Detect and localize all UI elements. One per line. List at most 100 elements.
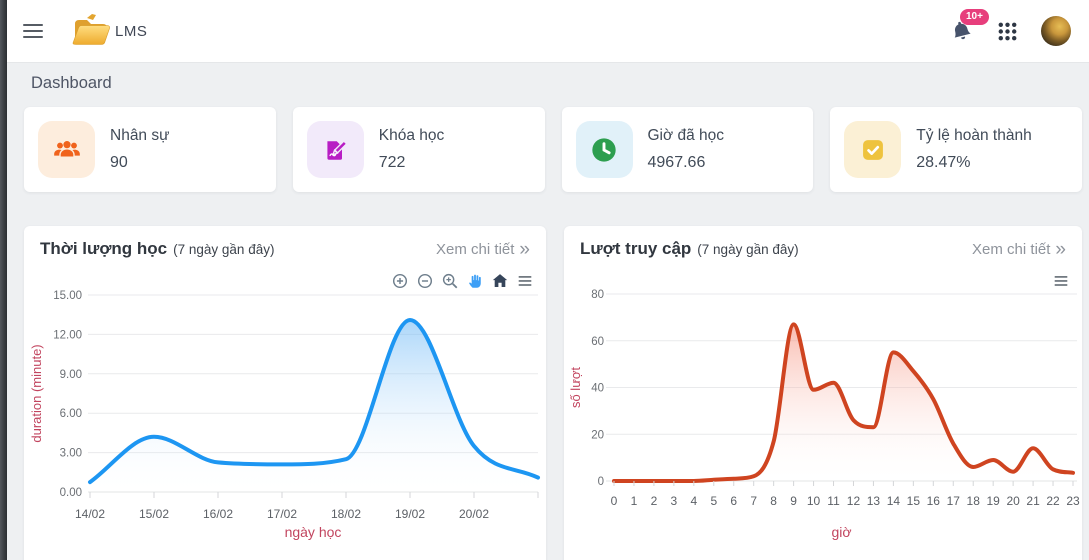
svg-text:11: 11 (827, 494, 840, 508)
svg-text:14/02: 14/02 (75, 507, 105, 521)
hamburger-menu-icon[interactable] (23, 24, 43, 38)
svg-text:0: 0 (598, 476, 604, 488)
zoom-in-icon[interactable] (391, 272, 409, 290)
duration-area-chart-svg[interactable]: 15.00 12.00 9.00 6.00 3.00 0.00 14/02 15/02 16/0… (24, 226, 546, 560)
brand-logo[interactable]: LMS (67, 10, 147, 52)
notifications-button[interactable]: 10+ (949, 9, 989, 44)
svg-text:4: 4 (690, 494, 697, 508)
stat-label: Nhân sự (110, 127, 170, 144)
svg-text:8: 8 (770, 494, 777, 508)
svg-text:15: 15 (907, 494, 921, 508)
folder-icon (67, 10, 113, 52)
top-navbar: LMS 10+ (7, 0, 1089, 63)
svg-text:12: 12 (847, 494, 861, 508)
svg-text:5: 5 (710, 494, 717, 508)
stat-value: 4967.66 (647, 154, 706, 171)
stat-cards-row: Nhân sự 90 Khóa học 722 Giờ đã học 4967.… (24, 107, 1082, 192)
selection-zoom-icon[interactable] (441, 272, 459, 290)
svg-text:0.00: 0.00 (60, 487, 82, 499)
svg-text:19/02: 19/02 (395, 507, 425, 521)
svg-text:2: 2 (651, 494, 658, 508)
svg-text:10: 10 (807, 494, 821, 508)
app-shell: LMS 10+ (7, 0, 1089, 560)
chart-toolbar (1052, 272, 1070, 290)
view-details-link[interactable]: Xem chi tiết » (972, 238, 1066, 260)
double-chevron-right-icon: » (1055, 238, 1066, 260)
stat-label: Giờ đã học (647, 127, 725, 144)
svg-text:3: 3 (671, 494, 678, 508)
stat-label: Tỷ lệ hoàn thành (916, 127, 1032, 144)
navbar-actions: 10+ (949, 9, 1071, 46)
brand-name: LMS (115, 22, 148, 40)
svg-text:13: 13 (867, 494, 881, 508)
reset-zoom-icon[interactable] (491, 272, 509, 290)
svg-text:19: 19 (986, 494, 1000, 508)
svg-text:6.00: 6.00 (60, 408, 82, 420)
svg-text:18/02: 18/02 (331, 507, 361, 521)
chart-header: Thời lượng học (7 ngày gần đây) Xem chi … (24, 226, 546, 259)
collapsed-sidebar-edge (0, 0, 7, 560)
menu-icon[interactable] (1052, 272, 1070, 290)
clock-icon (575, 121, 633, 178)
pan-icon[interactable] (466, 272, 484, 290)
stat-label: Khóa học (378, 127, 445, 144)
y-axis-title: duration (minute) (29, 344, 44, 442)
chart-toolbar (391, 272, 534, 290)
stat-value: 722 (378, 154, 406, 171)
check-square-icon (844, 121, 902, 178)
stat-card-khoa-hoc: Khóa học 722 (292, 107, 545, 192)
svg-text:12.00: 12.00 (53, 329, 82, 341)
visits-chart-card: Lượt truy cập (7 ngày gần đây) Xem chi t… (564, 226, 1082, 560)
chart-subtitle: (7 ngày gần đây) (173, 242, 275, 257)
stat-value: 28.47% (916, 154, 971, 171)
svg-text:3.00: 3.00 (60, 448, 82, 460)
stat-card-nhan-su: Nhân sự 90 (24, 107, 276, 192)
svg-text:14: 14 (887, 494, 901, 508)
svg-text:80: 80 (591, 289, 604, 301)
svg-text:15.00: 15.00 (53, 290, 82, 302)
svg-text:7: 7 (750, 494, 757, 508)
x-axis-title: giờ (831, 524, 851, 540)
svg-text:20: 20 (591, 429, 604, 441)
notification-count-badge: 10+ (960, 9, 989, 25)
svg-text:16: 16 (927, 494, 941, 508)
chart-title: Thời lượng học (40, 239, 168, 258)
svg-text:18: 18 (967, 494, 981, 508)
duration-chart-card: Thời lượng học (7 ngày gần đây) Xem chi … (24, 226, 546, 560)
user-avatar[interactable] (1041, 16, 1071, 46)
svg-text:9.00: 9.00 (60, 369, 82, 381)
svg-text:16/02: 16/02 (203, 507, 233, 521)
svg-text:17/02: 17/02 (267, 507, 297, 521)
bell-icon (949, 18, 974, 44)
stat-card-ty-le-hoan-thanh: Tỷ lệ hoàn thành 28.47% (830, 107, 1082, 192)
svg-text:21: 21 (1026, 494, 1040, 508)
stat-value: 90 (110, 154, 128, 171)
svg-text:20: 20 (1006, 494, 1020, 508)
chart-header: Lượt truy cập (7 ngày gần đây) Xem chi t… (564, 226, 1082, 259)
y-axis-title: số lượt (568, 367, 583, 408)
users-icon (38, 121, 95, 178)
apps-grid-icon[interactable] (996, 20, 1019, 43)
chart-subtitle: (7 ngày gần đây) (697, 242, 799, 257)
svg-text:20/02: 20/02 (459, 507, 489, 521)
svg-text:15/02: 15/02 (139, 507, 169, 521)
chart-title: Lượt truy cập (580, 239, 692, 258)
svg-text:6: 6 (730, 494, 737, 508)
svg-text:23: 23 (1066, 494, 1080, 508)
charts-row: Thời lượng học (7 ngày gần đây) Xem chi … (24, 226, 1082, 560)
double-chevron-right-icon: » (519, 238, 530, 260)
view-details-link[interactable]: Xem chi tiết » (436, 238, 530, 260)
menu-icon[interactable] (516, 272, 534, 290)
svg-text:9: 9 (790, 494, 797, 508)
svg-text:60: 60 (591, 336, 604, 348)
page-content: Dashboard Nhân sự 90 Khóa học 722 (7, 63, 1089, 560)
svg-text:22: 22 (1046, 494, 1060, 508)
svg-text:1: 1 (631, 494, 638, 508)
stat-card-gio-da-hoc: Giờ đã học 4967.66 (561, 107, 814, 192)
svg-text:17: 17 (947, 494, 961, 508)
svg-text:40: 40 (591, 383, 604, 395)
zoom-out-icon[interactable] (416, 272, 434, 290)
file-edit-icon (306, 121, 364, 178)
svg-text:0: 0 (611, 494, 618, 508)
